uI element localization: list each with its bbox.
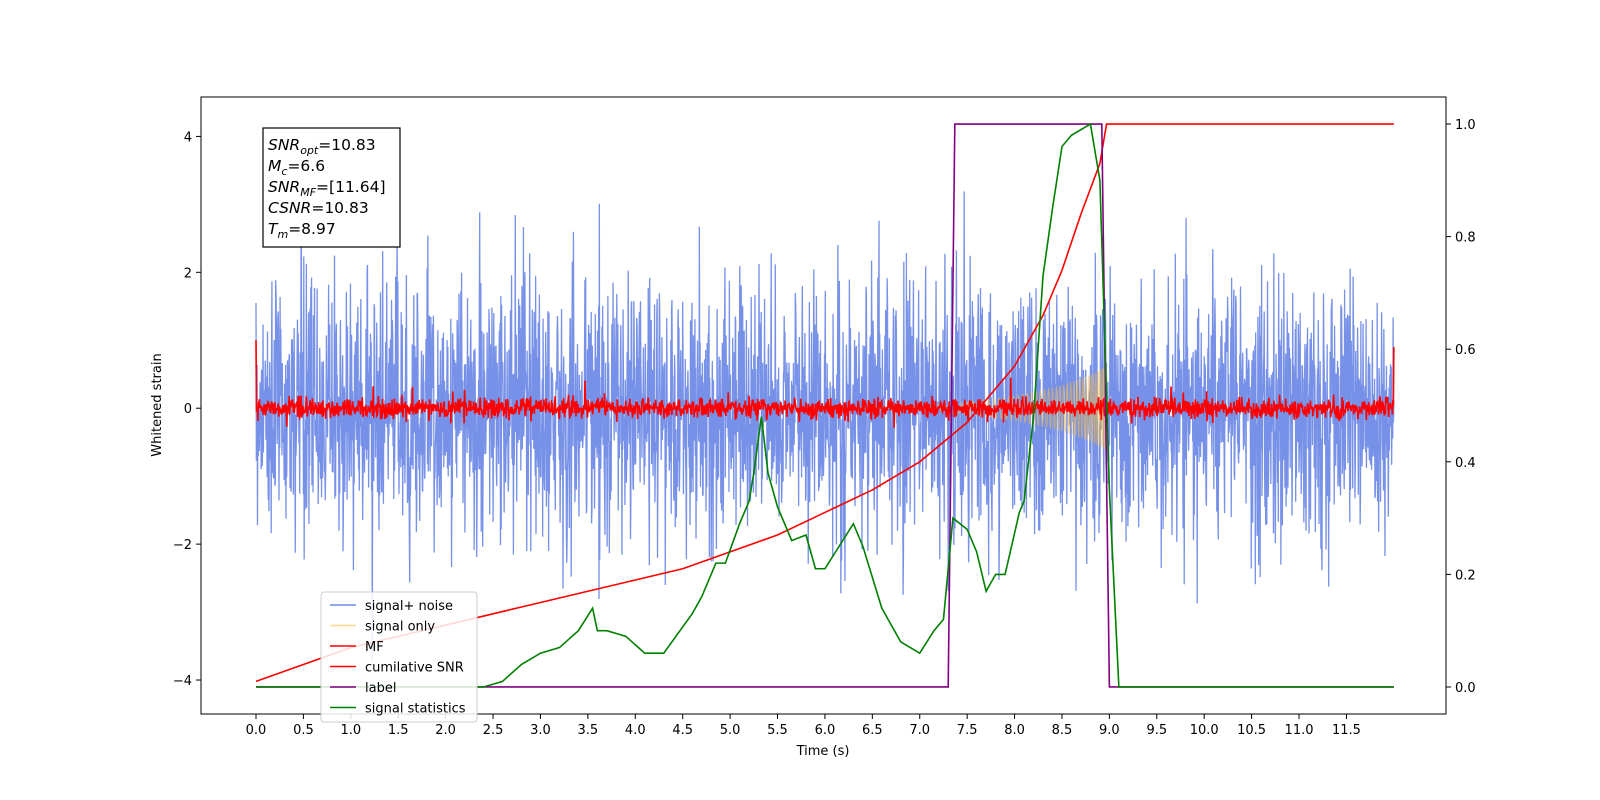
legend-entry: signal+ noise <box>365 599 453 614</box>
series-line-signal-noise <box>255 179 1395 662</box>
annotation-frame <box>262 127 401 248</box>
y2-tick-label: 0.0 <box>1455 681 1476 696</box>
legend-entry: MF <box>365 640 384 655</box>
annotation-subscript: m <box>277 228 288 241</box>
annotation-symbol: SNR <box>268 178 300 196</box>
annotation-line: SNRopt=10.83 <box>268 136 376 157</box>
y-axis-right: 0.0 0.2 0.4 0.6 0.8 1.0 <box>1446 118 1476 696</box>
series-layer <box>255 122 1395 688</box>
series-line-signal-statistics <box>256 122 1394 688</box>
legend: signal+ noise signal only MF cumilative SNR… <box>320 591 478 723</box>
x-tick-label: 8.0 <box>1004 723 1025 738</box>
annotation-subscript: opt <box>300 144 319 157</box>
x-tick-label: 10.5 <box>1237 723 1266 738</box>
x-axis: 0.0 0.5 1.0 1.5 2.0 2.5 3.0 3.5 4.0 4.5 5.0 5.5 6.0 6… <box>246 714 1361 738</box>
annotation-value: =10.83 <box>311 199 368 217</box>
x-tick-label: 8.5 <box>1052 723 1073 738</box>
annotation-symbol: CSNR <box>268 199 311 217</box>
x-tick-label: 3.5 <box>578 723 599 738</box>
x-tick-label: 1.0 <box>340 723 361 738</box>
annotation-value: =10.83 <box>318 136 375 154</box>
x-tick-label: 2.5 <box>483 723 504 738</box>
legend-entry: signal only <box>365 620 435 635</box>
x-tick-label: 0.5 <box>293 723 314 738</box>
annotation-line: SNRMF=[11.64] <box>268 178 386 199</box>
y2-tick-label: 0.6 <box>1455 343 1476 358</box>
y-axis-label: Whitened strain <box>150 353 165 456</box>
legend-entry: cumilative SNR <box>365 661 464 676</box>
annotation-symbol: SNR <box>268 136 300 154</box>
annotation-line: CSNR=10.83 <box>268 199 369 217</box>
x-axis-label: Time (s) <box>796 744 850 759</box>
annotation-box: SNRopt=10.83Mc=6.6SNRMF=[11.64]CSNR=10.8… <box>262 127 401 248</box>
x-tick-label: 9.5 <box>1146 723 1167 738</box>
annotation-symbol: T <box>268 220 279 238</box>
x-tick-label: 1.5 <box>388 723 409 738</box>
y-tick-label: 2 <box>184 266 192 281</box>
x-tick-label: 5.5 <box>767 723 788 738</box>
y-tick-label: −2 <box>173 538 192 553</box>
y2-tick-label: 0.4 <box>1455 456 1476 471</box>
x-tick-label: 0.0 <box>246 723 267 738</box>
annotation-value: =[11.64] <box>316 178 385 196</box>
x-tick-label: 6.0 <box>815 723 836 738</box>
series-line-mf <box>255 340 1395 428</box>
plot-frame <box>200 96 1447 715</box>
x-tick-label: 5.0 <box>720 723 741 738</box>
annotation-symbol: M <box>268 157 281 175</box>
x-tick-label: 3.0 <box>530 723 551 738</box>
annotation-subscript: c <box>281 165 287 178</box>
x-tick-label: 9.0 <box>1099 723 1120 738</box>
annotation-subscript: MF <box>300 186 316 199</box>
x-tick-label: 2.0 <box>435 723 456 738</box>
x-tick-label: 4.0 <box>625 723 646 738</box>
y2-tick-label: 0.8 <box>1455 231 1476 246</box>
x-tick-label: 7.5 <box>957 723 978 738</box>
x-tick-label: 10.0 <box>1190 723 1219 738</box>
x-tick-label: 11.5 <box>1332 723 1361 738</box>
y-tick-label: 0 <box>184 402 192 417</box>
x-tick-label: 6.5 <box>862 723 883 738</box>
x-tick-label: 4.5 <box>672 723 693 738</box>
annotation-value: =8.97 <box>288 220 336 238</box>
legend-entry: signal statistics <box>365 702 466 717</box>
annotation-value: =6.6 <box>287 157 325 175</box>
y-tick-label: −4 <box>173 674 192 689</box>
legend-entry: label <box>365 681 396 696</box>
y2-tick-label: 0.2 <box>1455 568 1476 583</box>
x-tick-label: 7.0 <box>909 723 930 738</box>
y-axis-left: −4 −2 0 2 4 <box>173 130 201 689</box>
annotation-line: Tm=8.97 <box>268 220 336 241</box>
x-tick-label: 11.0 <box>1285 723 1314 738</box>
legend-frame <box>320 591 478 723</box>
annotation-line: Mc=6.6 <box>268 157 325 178</box>
y-tick-label: 4 <box>184 130 192 145</box>
y2-tick-label: 1.0 <box>1455 118 1476 133</box>
